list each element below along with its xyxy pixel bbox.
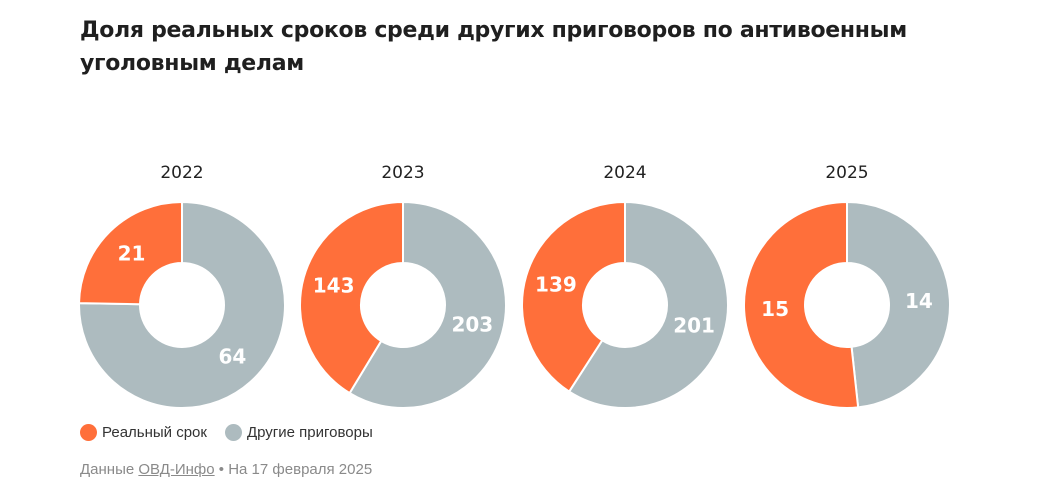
slice-real [299,200,404,395]
label-real: 21 [118,242,146,266]
source-link[interactable]: ОВД-Инфо [138,461,215,478]
donut-2022: 2022 21 64 [77,163,286,409]
slice-other [348,200,507,409]
label-other: 64 [219,344,247,368]
label-other: 201 [673,313,715,337]
legend-label-real: Реальный срок [102,424,207,441]
chart-title: Доля реальных сроков среди других пригов… [80,18,907,76]
source-note: Данные ОВД-Инфо • На 17 февраля 2025 [80,461,372,478]
slice-real [77,200,183,306]
slice-other [78,200,286,409]
year-label: 2022 [160,163,203,183]
legend-swatch-real [80,424,97,441]
label-other: 14 [905,289,933,313]
slice-real [743,200,860,409]
year-label: 2024 [603,163,646,183]
year-label: 2023 [381,163,424,183]
legend-label-other: Другие приговоры [246,424,373,441]
slice-real [521,200,626,393]
label-real: 15 [761,297,789,321]
donut-2023: 2023 143 203 [299,163,507,409]
donut-2025: 2025 15 14 [743,163,951,409]
legend-swatch-other [224,424,242,441]
source-date: • На 17 февраля 2025 [218,461,373,478]
label-real: 139 [535,273,577,297]
legend-item-other: Другие приговоры [224,424,373,441]
legend: Реальный срок Другие приговоры [80,424,391,441]
slice-other [567,200,729,409]
donut-charts: 2022 21 64 2023 143 203 2024 139 201 2025 15 14 [77,163,951,409]
slice-other [846,200,951,409]
legend-item-real: Реальный срок [80,424,207,441]
source-prefix: Данные [80,461,135,478]
label-real: 143 [313,274,355,298]
donut-2024: 2024 139 201 [521,163,729,409]
label-other: 203 [451,312,493,336]
year-label: 2025 [825,163,868,183]
